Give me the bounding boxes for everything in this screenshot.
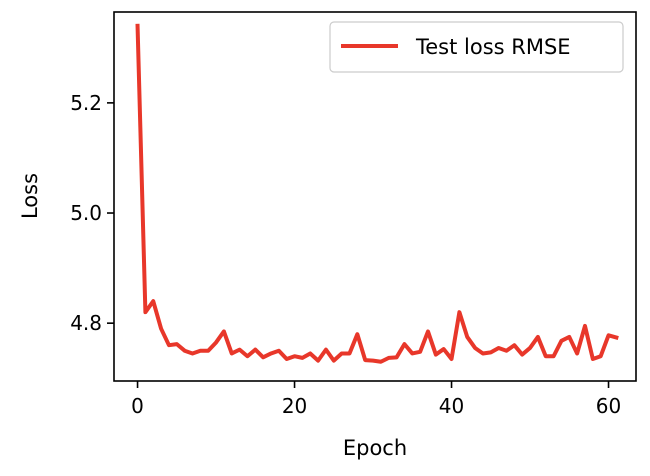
legend-label-test-loss-rmse: Test loss RMSE [415, 35, 571, 59]
x-tick-label: 20 [282, 394, 307, 418]
plot-frame [113, 11, 637, 382]
y-axis-label: Loss [18, 173, 42, 219]
x-axis-label: Epoch [343, 436, 407, 460]
x-axis-ticks: 0 20 40 60 [131, 381, 621, 418]
y-tick-label: 5.0 [70, 201, 102, 225]
series-line-test-loss-rmse [135, 23, 619, 364]
y-tick-label: 4.8 [70, 311, 102, 335]
x-tick-label: 0 [131, 394, 144, 418]
legend-box [329, 21, 624, 73]
plot-area [114, 12, 636, 381]
y-axis-ticks: 4.8 5.0 5.2 [70, 91, 114, 335]
y-tick-label: 5.2 [70, 91, 102, 115]
series-layer [135, 23, 619, 364]
x-tick-label: 40 [439, 394, 464, 418]
legend: Test loss RMSE [329, 21, 624, 73]
x-tick-label: 60 [596, 394, 621, 418]
